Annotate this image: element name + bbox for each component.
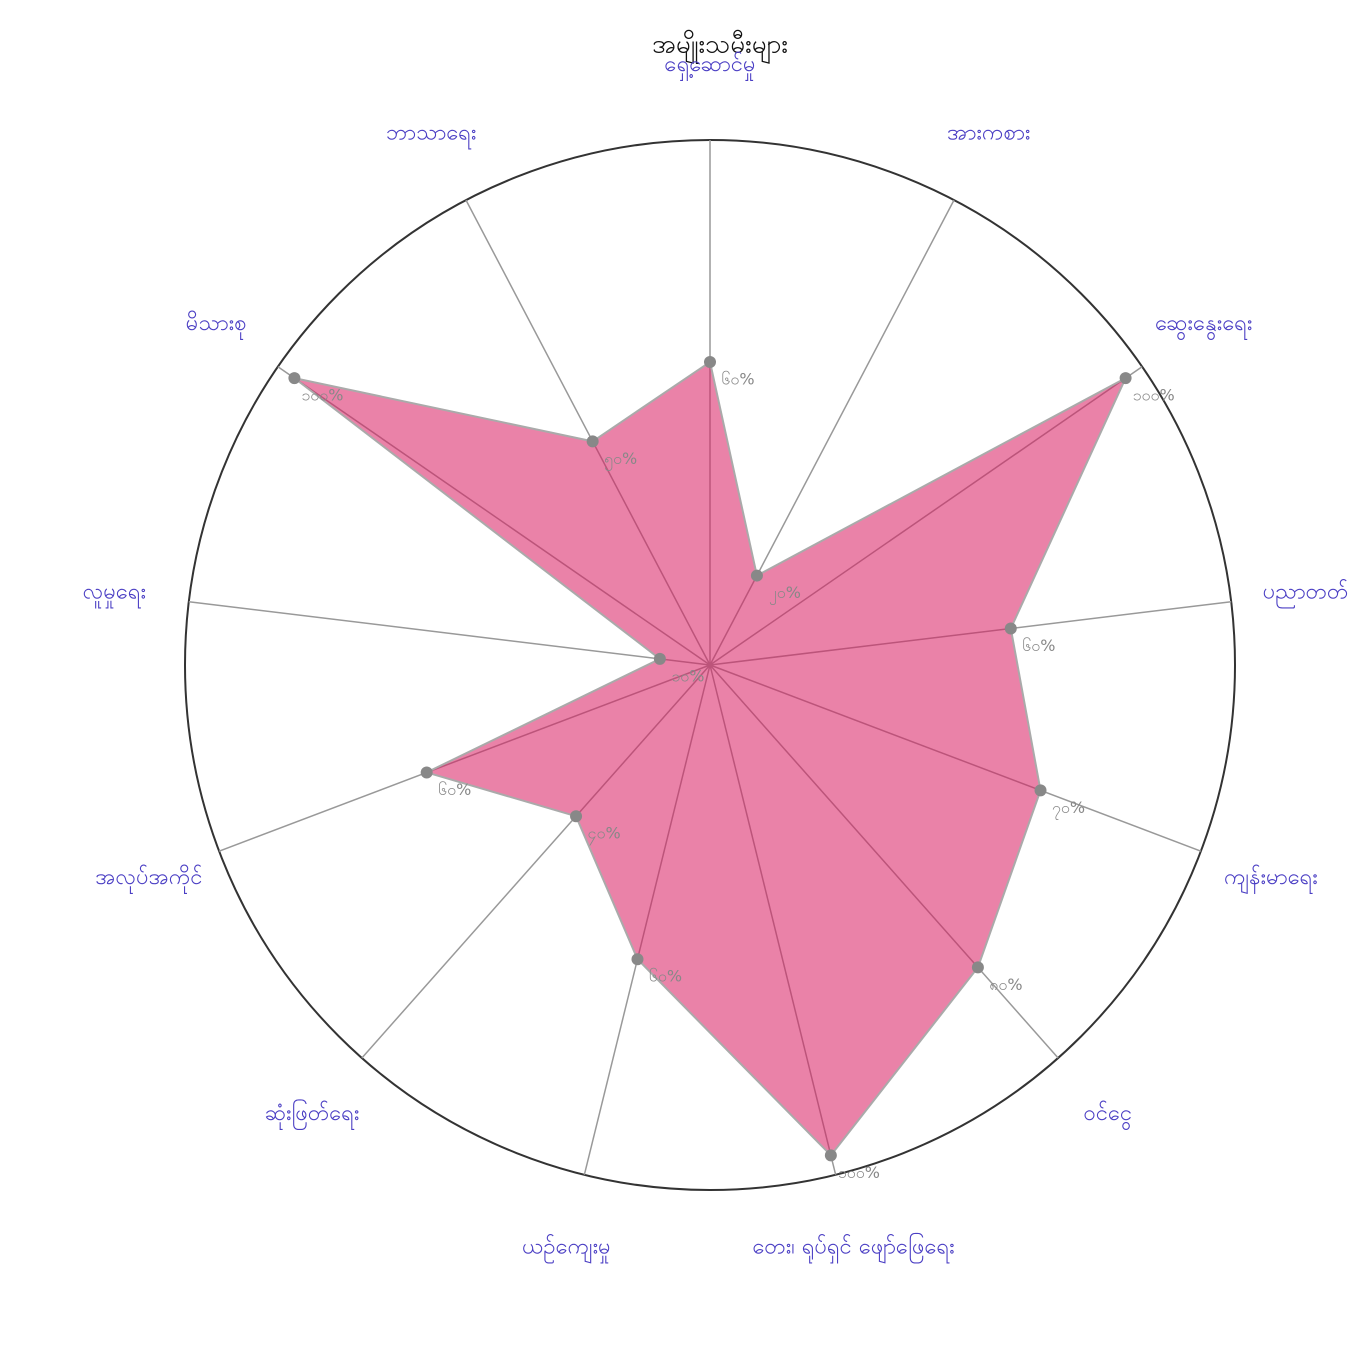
data-point bbox=[1119, 372, 1132, 385]
data-point bbox=[824, 1149, 837, 1162]
value-label: ၄၀% bbox=[587, 824, 620, 846]
data-point bbox=[288, 372, 301, 385]
value-label: ၆၀% bbox=[1022, 636, 1055, 655]
radar-area bbox=[293, 360, 1128, 1157]
value-label: ၈၀% bbox=[989, 975, 1022, 994]
axis-label: တေး၊ ရုပ်ရှင် ဖျော်ဖြေရေး bbox=[752, 1233, 954, 1265]
axis-label: ကျန်းမာရေး bbox=[1224, 864, 1318, 894]
data-point bbox=[971, 961, 984, 974]
data-point bbox=[631, 953, 644, 966]
data-point bbox=[1004, 622, 1017, 635]
value-label: ၁၀% bbox=[671, 666, 704, 685]
axis-label: ရှေ့ဆောင်မှု bbox=[664, 51, 755, 82]
value-label: ၁၀၀% bbox=[838, 1163, 880, 1182]
axis-label: ပညာတတ် bbox=[1263, 579, 1349, 609]
data-point bbox=[750, 569, 763, 582]
axis-label: အလုပ်အကိုင် bbox=[95, 864, 202, 894]
chart-title: အမျိုးသမီးများ bbox=[652, 29, 788, 65]
value-label: ၇၀% bbox=[1052, 798, 1085, 820]
value-label: ၂၀% bbox=[769, 583, 801, 605]
axis-label: ဝင်ငွေ bbox=[1084, 1100, 1133, 1131]
value-label: ၆၀% bbox=[438, 780, 471, 799]
data-point bbox=[570, 810, 583, 823]
value-label: ၆၀% bbox=[721, 370, 754, 389]
axis-label: ဘာသာရေး bbox=[386, 121, 477, 150]
data-point bbox=[704, 356, 716, 368]
data-point bbox=[420, 766, 433, 779]
axis-label: ဆွေးနွေးရေး bbox=[1155, 311, 1252, 341]
value-label: ၅၀% bbox=[604, 449, 637, 471]
data-point bbox=[1034, 784, 1047, 797]
axis-label: မိသားစု bbox=[186, 310, 247, 340]
value-label: ၁၀၀% bbox=[1133, 386, 1175, 405]
value-label: ၆၀% bbox=[649, 967, 682, 986]
value-label: ၁၀၀% bbox=[301, 386, 343, 405]
axis-label: အားကစား bbox=[947, 121, 1030, 146]
data-point bbox=[653, 652, 666, 665]
axis-label: ယဉ်ကျေးမှု bbox=[522, 1234, 611, 1264]
axis-label: ဆုံးဖြတ်ရေး bbox=[265, 1099, 360, 1130]
data-point bbox=[586, 435, 599, 448]
axis-label: လူမှုရေး bbox=[83, 580, 146, 609]
axis-line bbox=[188, 600, 711, 666]
